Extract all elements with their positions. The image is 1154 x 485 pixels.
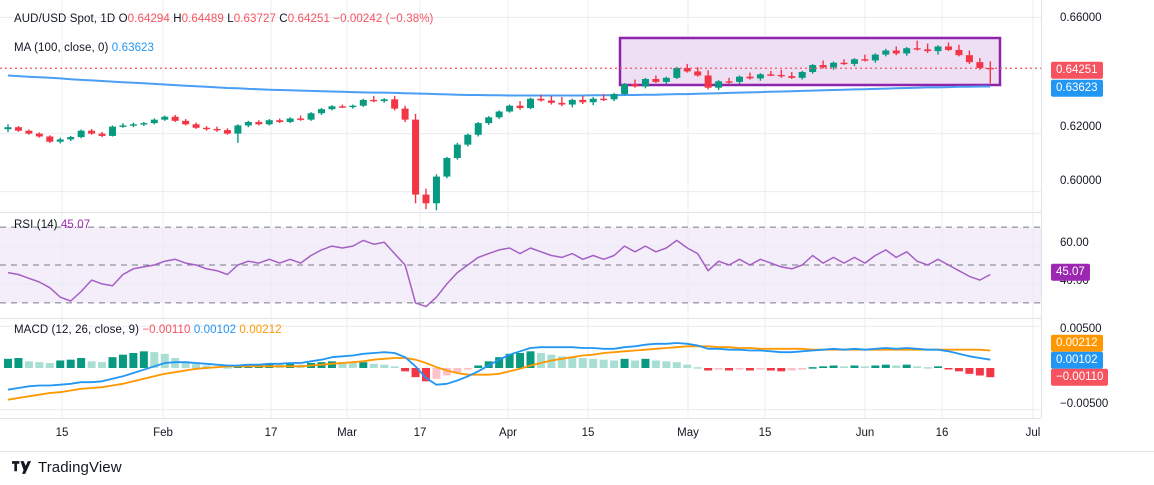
macd-axis-tick: 0.00500	[1060, 323, 1102, 335]
time-axis-tick: Jul	[1025, 427, 1041, 439]
price-axis-tick: 0.62000	[1060, 121, 1102, 133]
ma-title[interactable]: MA (100, close, 0)	[14, 42, 109, 54]
rsi-value: 45.07	[60, 219, 91, 231]
tradingview-wordmark: TradingView	[38, 459, 122, 476]
open-label: O	[118, 13, 128, 25]
macd-legend[interactable]: MACD (12, 26, close, 9) −0.00110 0.00102…	[14, 324, 282, 336]
rsi-legend[interactable]: RSI (14) 45.07	[14, 219, 90, 231]
close-label: C	[279, 13, 288, 25]
macd-plot-area[interactable]	[0, 318, 1041, 418]
rsi-line-svg	[0, 212, 1041, 318]
panel-separator-3	[0, 418, 1041, 419]
low-value: 0.63727	[233, 13, 276, 25]
close-value: 0.64251	[287, 13, 330, 25]
rsi-title[interactable]: RSI (14)	[14, 219, 58, 231]
price-axis-badge[interactable]: 0.63623	[1051, 79, 1103, 97]
panel-separator-2	[0, 318, 1041, 319]
price-legend[interactable]: AUD/USD Spot, 1D O0.64294 H0.64489 L0.63…	[14, 13, 433, 25]
time-axis[interactable]: 15 Feb 17 Mar 17 Apr 15 May 15 Jun 16 Jul	[0, 418, 1154, 452]
panel-separator-1	[0, 212, 1041, 213]
time-axis-tick: Feb	[153, 427, 173, 439]
macd-fast-value: 0.00102	[193, 324, 237, 336]
tradingview-logo[interactable]: TradingView	[12, 459, 122, 476]
chart-footer: TradingView	[0, 452, 1154, 485]
time-axis-bottom-border	[0, 451, 1154, 452]
rsi-axis[interactable]: 60.00 40.00 45.07	[1041, 212, 1154, 318]
high-label: H	[173, 13, 182, 25]
macd-svg	[0, 318, 1041, 418]
macd-axis-tick: −0.00500	[1060, 398, 1109, 410]
price-plot-area[interactable]	[0, 0, 1041, 212]
time-axis-tick: 17	[413, 427, 427, 439]
high-value: 0.64489	[181, 13, 224, 25]
macd-panel[interactable]: MACD (12, 26, close, 9) −0.00110 0.00102…	[0, 318, 1154, 418]
rsi-plot-area[interactable]	[0, 212, 1041, 318]
time-axis-tick: 15	[55, 427, 69, 439]
time-axis-tick: 15	[581, 427, 595, 439]
time-axis-tick: 17	[264, 427, 278, 439]
ma-legend[interactable]: MA (100, close, 0) 0.63623	[14, 42, 154, 54]
time-axis-tick: Jun	[855, 427, 875, 439]
macd-axis-badge[interactable]: −0.00110	[1051, 368, 1109, 386]
time-axis-tick: May	[677, 427, 699, 439]
macd-hist-value: −0.00110	[142, 324, 191, 336]
time-axis-tick: 15	[758, 427, 772, 439]
macd-title[interactable]: MACD (12, 26, close, 9)	[14, 324, 140, 336]
price-axis-tick: 0.60000	[1060, 175, 1102, 187]
tradingview-mark-icon	[12, 461, 31, 474]
macd-slow-value: 0.00212	[239, 324, 282, 336]
price-panel[interactable]: AUD/USD Spot, 1D O0.64294 H0.64489 L0.63…	[0, 0, 1154, 212]
low-label: L	[227, 13, 234, 25]
price-axis-badge[interactable]: 0.64251	[1051, 61, 1103, 79]
time-axis-tick: 16	[935, 427, 949, 439]
change-value: −0.00242 (−0.38%)	[333, 13, 434, 25]
macd-axis-badge[interactable]: 0.00212	[1051, 334, 1103, 352]
macd-axis-badge[interactable]: 0.00102	[1051, 351, 1103, 369]
price-axis[interactable]: 0.66000 0.62000 0.60000 0.64251 0.63623	[1041, 0, 1154, 212]
macd-axis[interactable]: 0.00500 −0.00500 0.00212 0.00102 −0.00110	[1041, 318, 1154, 418]
price-candlestick-svg	[0, 0, 1041, 212]
symbol-label[interactable]: AUD/USD Spot, 1D	[14, 13, 116, 25]
rsi-axis-badge[interactable]: 45.07	[1051, 263, 1090, 281]
rsi-axis-tick: 60.00	[1060, 237, 1089, 249]
price-axis-tick: 0.66000	[1060, 12, 1102, 24]
ma-value: 0.63623	[111, 42, 155, 54]
rsi-panel[interactable]: RSI (14) 45.07 60.00 40.00 45.07	[0, 212, 1154, 318]
open-value: 0.64294	[127, 13, 170, 25]
time-axis-tick: Mar	[337, 427, 357, 439]
time-axis-tick: Apr	[499, 427, 517, 439]
